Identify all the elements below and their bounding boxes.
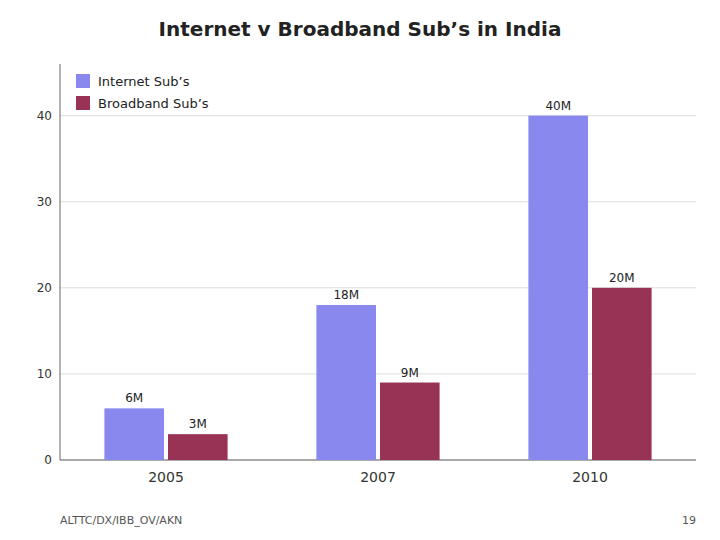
y-tick-label: 30 (37, 195, 52, 209)
legend-swatch (76, 74, 90, 88)
x-tick-label: 2005 (148, 469, 184, 485)
legend-label: Internet Sub’s (98, 74, 190, 89)
data-label: 18M (333, 288, 359, 302)
bar (104, 408, 164, 460)
title: Internet v Broadband Sub’s in India (159, 17, 562, 41)
data-label: 9M (401, 366, 419, 380)
legend-label: Broadband Sub’s (98, 96, 209, 111)
data-labels: 6M 18M 40M 3M 9M 20M (125, 99, 634, 432)
bars (104, 116, 651, 460)
bar (168, 434, 228, 460)
annotation: ALTTC/DX/IBB_OV/AKN (60, 514, 182, 527)
legend: Internet Sub’s Broadband Sub’s (76, 74, 209, 111)
y-tick-label: 20 (37, 281, 52, 295)
bar (592, 288, 652, 460)
bar (528, 116, 588, 460)
data-label: 6M (125, 391, 143, 405)
data-label: 20M (609, 271, 635, 285)
legend-swatch (76, 96, 90, 110)
y-axis (60, 64, 61, 460)
x-tick-label: 2007 (360, 469, 396, 485)
x-tick-label: 2010 (572, 469, 608, 485)
grid-line (60, 201, 696, 202)
chart: Internet v Broadband Sub’s in India 0 10 20… (0, 0, 720, 540)
grid-line (60, 115, 696, 116)
annotation: 19 (682, 514, 696, 527)
y-tick-label: 40 (37, 109, 52, 123)
bar (316, 305, 376, 460)
data-label: 40M (545, 99, 571, 113)
y-tick-label: 0 (44, 453, 52, 467)
y-tick-label: 10 (37, 367, 52, 381)
bar (380, 383, 440, 460)
data-label: 3M (189, 417, 207, 431)
